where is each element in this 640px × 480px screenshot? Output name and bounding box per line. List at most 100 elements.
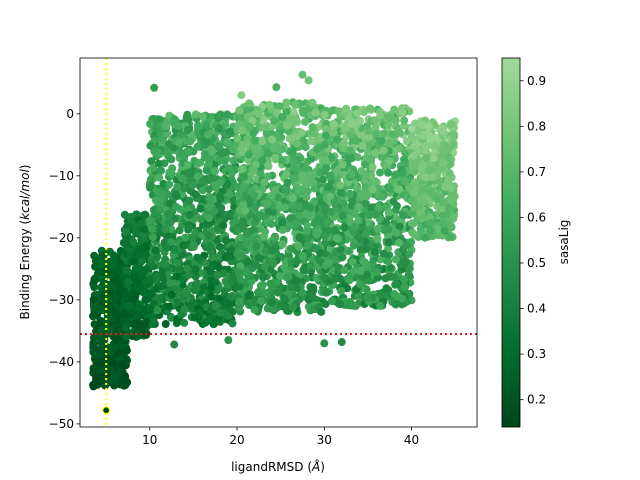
data-point xyxy=(213,261,221,270)
data-point xyxy=(286,257,295,266)
data-point xyxy=(240,172,248,181)
data-point xyxy=(292,139,301,148)
data-point xyxy=(422,154,431,162)
data-point xyxy=(180,318,189,327)
data-point xyxy=(235,106,244,115)
data-point xyxy=(360,108,368,117)
highlighted-minimum-point xyxy=(102,406,111,415)
data-point xyxy=(223,138,232,146)
data-point xyxy=(449,139,458,148)
data-point xyxy=(130,270,139,279)
data-point xyxy=(311,108,320,117)
data-point xyxy=(90,275,99,283)
data-point xyxy=(372,267,381,276)
data-point xyxy=(239,217,247,226)
data-point xyxy=(155,173,164,182)
data-point xyxy=(307,261,316,270)
data-point xyxy=(219,221,228,230)
y-tick-label: −40 xyxy=(49,355,74,369)
data-point xyxy=(145,216,154,225)
outlier-point xyxy=(272,83,281,92)
data-point xyxy=(373,234,382,243)
data-point xyxy=(330,198,339,207)
data-point xyxy=(252,151,261,160)
data-point xyxy=(433,224,441,233)
data-point xyxy=(258,280,267,289)
data-point xyxy=(226,210,235,218)
data-point xyxy=(241,207,250,215)
x-axis-label: ligandRMSD (Å) xyxy=(231,459,325,474)
data-point xyxy=(336,181,345,190)
data-point xyxy=(370,248,379,256)
data-point xyxy=(408,124,416,133)
data-point xyxy=(298,106,307,115)
data-point xyxy=(120,210,129,219)
data-point xyxy=(416,208,424,217)
data-point xyxy=(235,190,244,199)
data-point xyxy=(289,107,298,116)
data-point xyxy=(148,233,157,242)
data-point xyxy=(228,319,237,328)
data-point xyxy=(391,171,399,180)
data-point xyxy=(252,242,261,251)
data-point xyxy=(174,121,183,130)
data-point xyxy=(215,179,224,187)
data-point xyxy=(211,278,220,287)
data-point xyxy=(333,135,342,144)
data-point xyxy=(263,304,272,313)
data-point xyxy=(244,292,253,300)
data-point xyxy=(215,242,224,251)
data-point xyxy=(346,146,355,155)
data-point xyxy=(390,105,399,114)
data-point xyxy=(204,185,213,194)
data-point xyxy=(339,170,348,179)
data-point xyxy=(362,192,371,201)
outlier-point xyxy=(298,70,307,79)
data-point xyxy=(330,274,339,283)
data-point xyxy=(165,168,174,177)
data-point xyxy=(198,186,207,195)
data-point xyxy=(310,219,319,228)
data-point xyxy=(353,109,362,118)
data-point xyxy=(89,312,98,321)
data-point xyxy=(382,284,391,293)
data-point xyxy=(328,106,337,115)
data-point xyxy=(356,266,365,275)
data-point xyxy=(173,183,182,192)
data-point xyxy=(328,297,336,306)
data-point xyxy=(301,143,310,152)
data-point xyxy=(293,257,301,266)
data-point xyxy=(400,275,409,284)
data-point xyxy=(204,231,213,240)
data-point xyxy=(338,160,347,169)
data-point xyxy=(223,299,232,308)
colorbar-tick-label: 0.3 xyxy=(527,347,546,361)
data-point xyxy=(374,203,383,212)
data-point xyxy=(398,260,407,269)
data-point xyxy=(185,210,194,219)
data-point xyxy=(292,132,301,141)
data-point xyxy=(153,210,162,219)
colorbar-tick-label: 0.9 xyxy=(527,74,546,88)
data-point xyxy=(252,261,261,270)
data-point xyxy=(370,116,379,125)
data-point xyxy=(395,238,403,247)
data-point xyxy=(229,156,238,165)
data-point xyxy=(214,253,223,262)
data-point xyxy=(302,227,311,236)
y-axis-label: Binding Energy (kcal/mol) xyxy=(18,164,32,319)
data-point xyxy=(275,102,284,111)
data-point xyxy=(166,218,175,226)
data-point xyxy=(298,252,307,260)
data-point xyxy=(288,194,297,203)
data-point xyxy=(173,272,182,281)
data-point xyxy=(385,139,394,148)
data-point xyxy=(292,276,301,285)
data-point xyxy=(350,266,359,275)
data-point xyxy=(425,166,434,174)
data-point xyxy=(301,117,309,126)
data-point xyxy=(185,270,193,279)
data-point xyxy=(426,219,435,227)
data-point xyxy=(147,259,156,268)
data-point xyxy=(378,192,387,201)
